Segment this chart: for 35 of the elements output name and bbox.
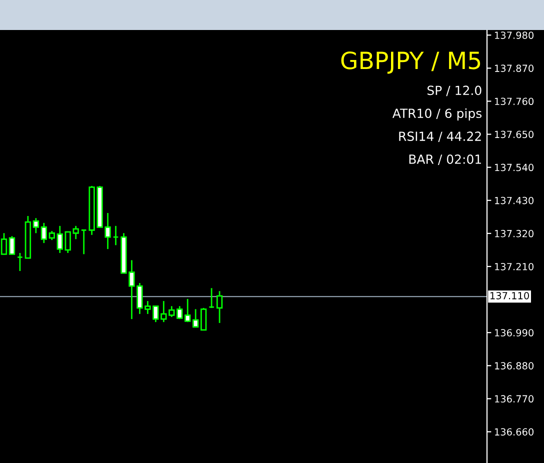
y-tick-label: 137.540 — [495, 164, 534, 172]
annotation: RSI14 / 44.22 — [399, 132, 481, 142]
y-tick-label: 137.210 — [495, 262, 534, 270]
candlestick — [72, 225, 79, 240]
text: GBPJPY / M5 — [341, 51, 480, 74]
candlestick — [8, 235, 16, 255]
candlestick — [192, 308, 199, 328]
candlestick — [64, 231, 71, 254]
y-tick-label: 137.870 — [495, 64, 534, 72]
candlestick — [80, 229, 87, 255]
candlestick — [48, 230, 55, 241]
candlestick — [208, 287, 215, 309]
y-tick-label: 136.660 — [495, 428, 534, 436]
candlestick — [216, 290, 223, 324]
annotation: SP / 12.0 — [427, 86, 482, 96]
y-tick-label: 136.770 — [495, 395, 534, 403]
y-tick-label: 137.760 — [495, 98, 534, 106]
annotation: ATR10 / 6 pips — [392, 108, 482, 120]
y-tick-label: 137.320 — [495, 230, 534, 238]
y-tick-label: 137.430 — [495, 196, 534, 204]
candlestick — [200, 307, 207, 331]
candlestick — [0, 232, 8, 255]
y-tick-label: 136.990 — [495, 329, 534, 336]
y-tick-label: 137.980 — [495, 32, 534, 39]
candlestick — [176, 305, 183, 320]
candlestick — [32, 217, 40, 234]
candlestick — [184, 298, 191, 323]
annotation: BAR / 02:01 — [409, 154, 481, 165]
candlestick — [16, 252, 24, 272]
candlestick — [40, 222, 47, 244]
candlestick — [56, 225, 63, 254]
ref-line-label: 137.110 — [490, 292, 529, 300]
y-tick-label: 136.880 — [495, 362, 534, 370]
y-tick-label: 137.650 — [495, 130, 534, 138]
candlestick — [112, 225, 119, 246]
